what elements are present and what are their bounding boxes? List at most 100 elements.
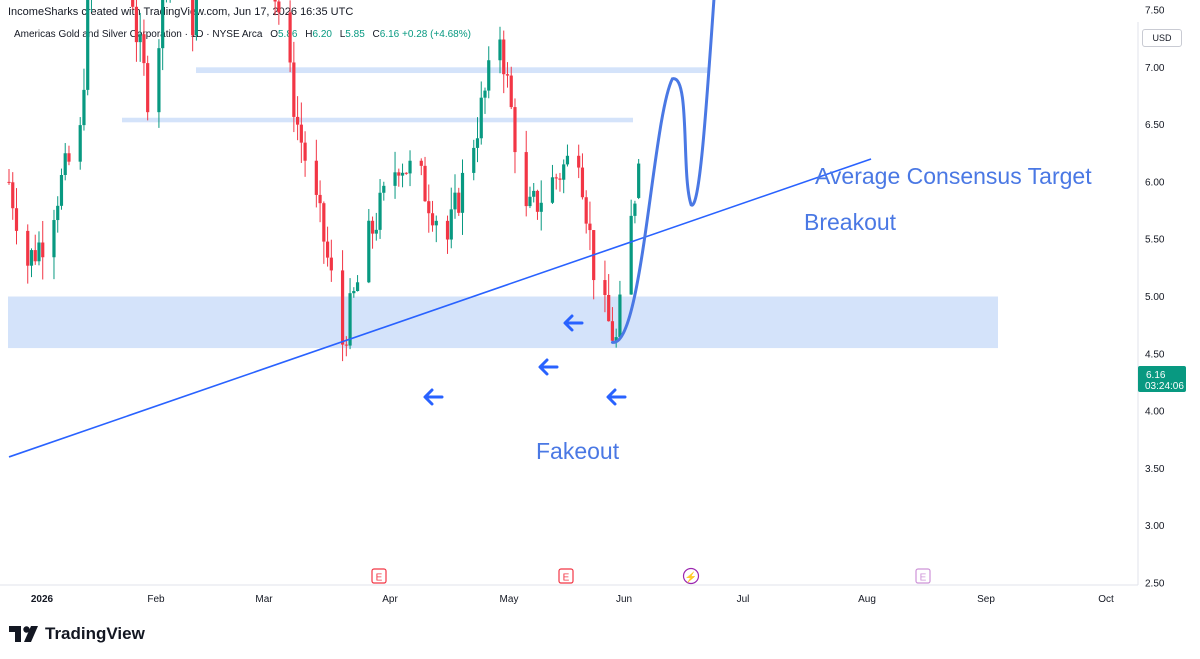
candle-body (295, 116, 300, 125)
y-tick-label: 5.00 (1145, 292, 1165, 303)
y-tick-label: 4.00 (1145, 407, 1165, 418)
candle-body (367, 220, 371, 283)
event-marker-label: E (920, 573, 927, 584)
candle-body (408, 160, 412, 174)
left-arrow-icon (538, 358, 559, 376)
candle-body (629, 215, 633, 295)
y-tick-label: 2.50 (1145, 579, 1165, 590)
candle-body (393, 172, 397, 186)
earnings-marker-icon: E (371, 568, 387, 584)
candle-body (539, 202, 543, 212)
left-arrow-icon (563, 314, 584, 332)
attribution-text: IncomeSharks created with TradingView.co… (8, 6, 354, 18)
candle-body (565, 155, 570, 165)
candle-body (318, 194, 322, 204)
candle-body (52, 220, 56, 258)
candle-body (633, 203, 637, 216)
candle-body (449, 209, 453, 240)
candle-body (434, 220, 438, 226)
y-tick-label: 6.50 (1145, 120, 1165, 131)
footer-brand: TradingView (9, 624, 145, 644)
candle-body (277, 1, 281, 13)
candle-body (340, 270, 345, 345)
candle-body (509, 75, 513, 108)
candle-body (607, 294, 611, 322)
high-value: 6.20 (312, 29, 332, 40)
earnings-marker-box (558, 568, 574, 584)
candle-body (288, 12, 292, 63)
trendline-ascending-support (8, 158, 872, 458)
breakout-annotation: Breakout (804, 209, 897, 235)
event-marker-icon: ⚡ (682, 567, 700, 585)
open-value: 5.86 (278, 29, 298, 40)
candle-body (614, 337, 618, 341)
y-tick-label: 3.50 (1145, 464, 1165, 475)
candle-body (502, 39, 506, 75)
candle-body (603, 280, 607, 295)
candle-body (11, 182, 15, 209)
candle-body (479, 97, 483, 139)
event-marker-label: E (376, 573, 383, 584)
candle-body (370, 220, 375, 234)
x-tick-label: Jul (737, 594, 750, 605)
candle-body (427, 201, 431, 214)
candle-body (487, 60, 491, 91)
x-tick-label: Feb (147, 594, 165, 605)
candle-body (580, 167, 585, 198)
candle-body (374, 229, 378, 234)
candle-body (299, 124, 303, 143)
zone-resistance-band-2 (122, 117, 633, 123)
left-arrow-icon (423, 388, 444, 406)
low-label: L (339, 29, 346, 40)
candle-body (577, 155, 581, 168)
x-tick-label: 2026 (31, 594, 54, 605)
low-value: 5.85 (345, 29, 365, 40)
legend: Americas Gold and Silver Corporation · 1… (14, 29, 471, 40)
candle-body (483, 90, 487, 98)
candle-body (524, 152, 528, 207)
fakeout-annotation: Fakeout (536, 438, 620, 464)
candle-body (303, 142, 307, 161)
candle-body (584, 197, 588, 224)
candle-body (382, 185, 386, 193)
candle-body (56, 205, 60, 221)
candle-body (131, 0, 135, 7)
candle-body (618, 294, 622, 338)
candle-body (457, 192, 461, 213)
event-marker-label: E (563, 573, 570, 584)
x-tick-label: Apr (382, 594, 398, 605)
candle-body (423, 165, 427, 202)
candle-body (292, 62, 296, 117)
symbol-label[interactable]: Americas Gold and Silver Corporation · 1… (14, 29, 263, 40)
target-annotation: Average Consensus Target (815, 163, 1092, 189)
candle-body (138, 34, 142, 43)
candle-body (41, 242, 45, 258)
candle-body (7, 181, 11, 183)
candle-body (453, 192, 457, 210)
candle-body (550, 177, 555, 203)
candle-body (532, 190, 536, 197)
candle-body (78, 125, 82, 162)
candle-body (475, 138, 480, 148)
high-label: H (305, 29, 313, 40)
x-tick-label: Aug (858, 594, 876, 605)
zone-fakeout (8, 296, 998, 349)
candle-body (562, 164, 566, 180)
candle-body (14, 208, 19, 231)
currency-button[interactable]: USD (1142, 29, 1182, 47)
event-marker-label: ⚡ (685, 571, 697, 584)
earnings-marker-box (915, 568, 931, 584)
tradingview-logo-icon (9, 626, 38, 642)
candle-body (397, 172, 401, 176)
candle-body (558, 178, 562, 180)
candle-body (445, 220, 450, 240)
candle-body (37, 242, 41, 262)
open-label: O (270, 29, 278, 40)
candle-body (505, 74, 510, 76)
candle-body (329, 257, 333, 271)
candle-body (67, 153, 71, 162)
y-tick-label: 7.50 (1145, 6, 1165, 17)
earnings-marker-icon: E (915, 568, 931, 584)
